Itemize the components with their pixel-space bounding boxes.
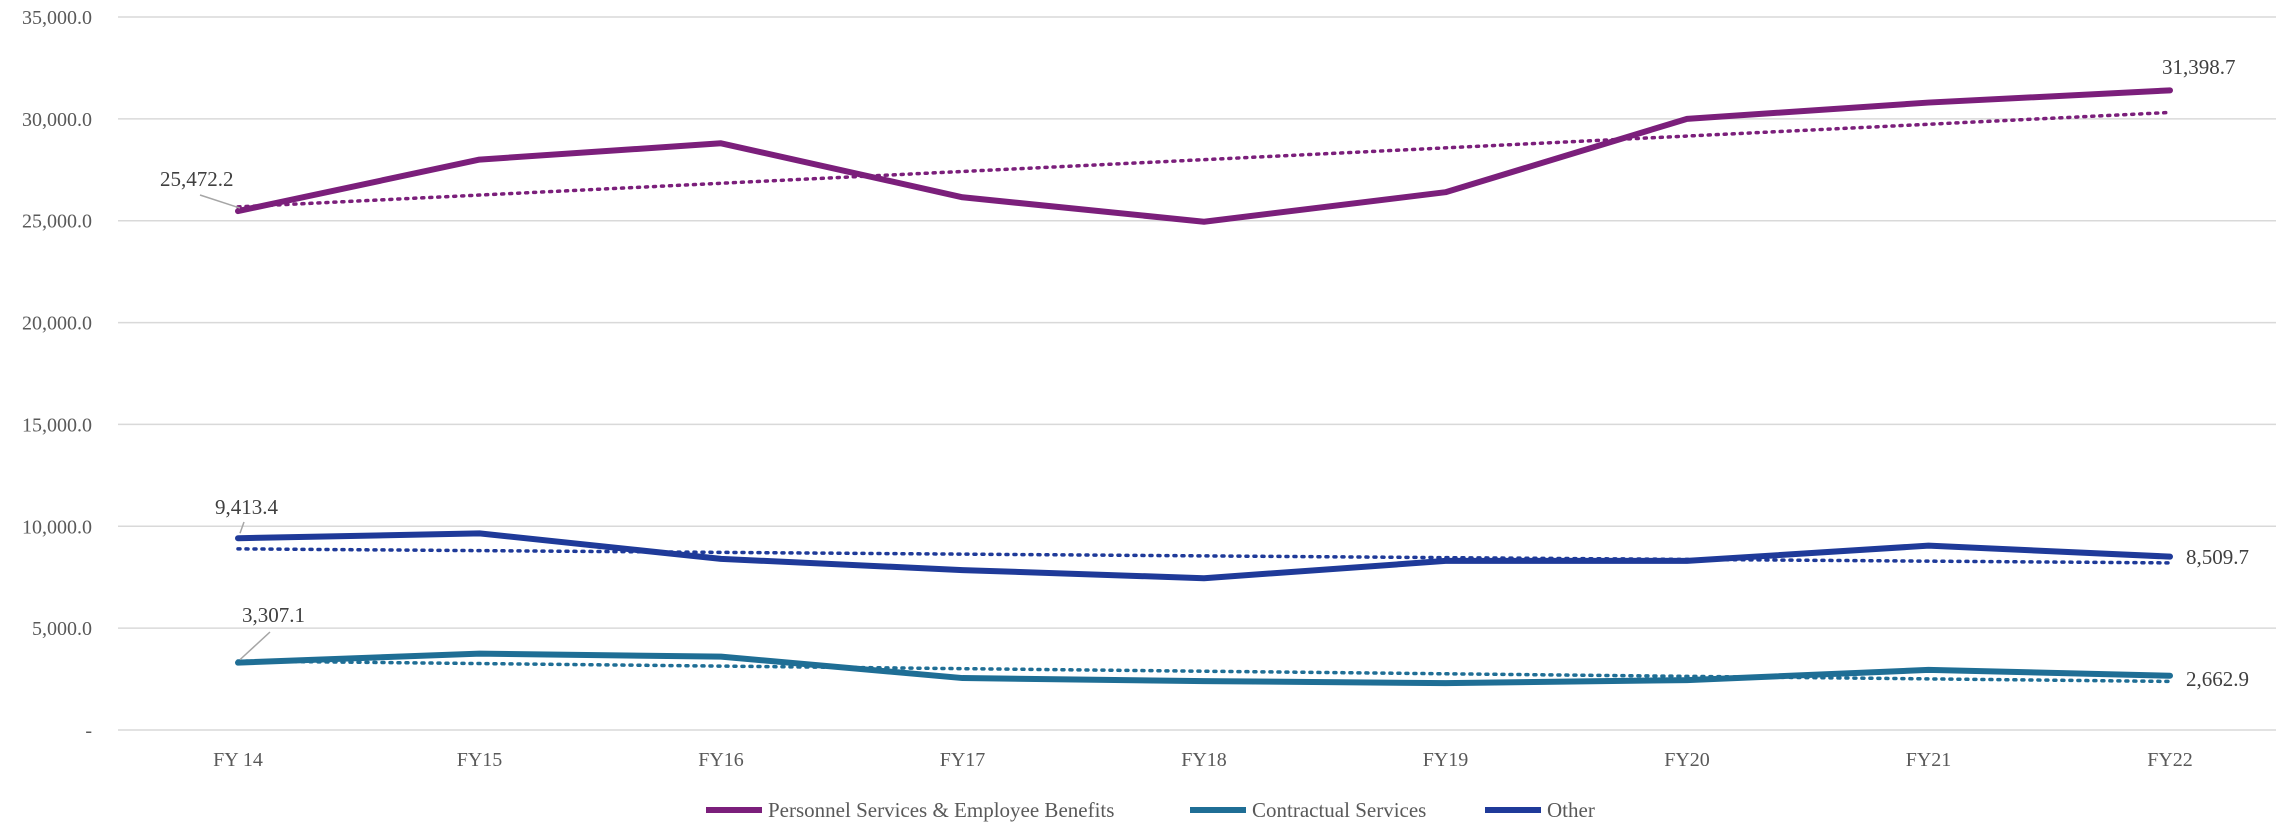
- data-labels: 25,472.2 31,398.7 9,413.4 8,509.7 3,307.1 2,6…: [160, 55, 2249, 691]
- y-tick-label: 10,000.0: [22, 516, 92, 538]
- x-axis-ticks: FY 14 FY15 FY16 FY17 FY18 FY19 FY20 FY21 FY22: [213, 749, 2193, 771]
- x-tick-label: FY17: [940, 749, 986, 771]
- x-tick-label: FY20: [1664, 749, 1710, 771]
- data-label: 25,472.2: [160, 167, 234, 191]
- y-tick-label: 25,000.0: [22, 211, 92, 233]
- y-tick-label: 15,000.0: [22, 414, 92, 436]
- legend-item: Other: [1485, 798, 1595, 822]
- trendline: [236, 659, 2172, 684]
- label-leader-line: [239, 631, 271, 661]
- series-lines: [235, 87, 2173, 687]
- legend-label: Other: [1547, 798, 1595, 822]
- trendlines: [236, 110, 2172, 684]
- data-label: 31,398.7: [2162, 55, 2236, 79]
- legend-label: Personnel Services & Employee Benefits: [768, 798, 1114, 822]
- y-axis-ticks: - 5,000.0 10,000.0 15,000.0 20,000.0 25,000.0…: [22, 7, 92, 742]
- legend-label: Contractual Services: [1252, 798, 1426, 822]
- y-tick-label: -: [85, 720, 92, 742]
- legend-item: Personnel Services & Employee Benefits: [706, 798, 1114, 822]
- x-tick-label: FY21: [1906, 749, 1952, 771]
- label-leader-line: [199, 194, 241, 209]
- series-line: [235, 87, 2173, 225]
- y-tick-label: 20,000.0: [22, 313, 92, 335]
- x-tick-label: FY19: [1423, 749, 1469, 771]
- x-tick-label: FY22: [2147, 749, 2193, 771]
- legend-item: Contractual Services: [1190, 798, 1426, 822]
- x-tick-label: FY16: [698, 749, 744, 771]
- x-tick-label: FY15: [457, 749, 503, 771]
- trendline: [236, 547, 2172, 565]
- y-tick-label: 30,000.0: [22, 109, 92, 131]
- legend: Personnel Services & Employee Benefits Co…: [706, 798, 1595, 822]
- data-label: 3,307.1: [242, 603, 305, 627]
- trendline: [236, 110, 2172, 209]
- data-label: 2,662.9: [2186, 667, 2249, 691]
- data-label: 8,509.7: [2186, 545, 2249, 569]
- data-label: 9,413.4: [215, 495, 279, 519]
- y-tick-label: 35,000.0: [22, 7, 92, 29]
- y-tick-label: 5,000.0: [32, 618, 92, 640]
- x-tick-label: FY 14: [213, 749, 263, 771]
- label-leader-line: [239, 521, 245, 534]
- gridlines: [118, 16, 2276, 731]
- series-line: [235, 530, 2173, 582]
- series-line: [235, 650, 2173, 687]
- x-tick-label: FY18: [1181, 749, 1227, 771]
